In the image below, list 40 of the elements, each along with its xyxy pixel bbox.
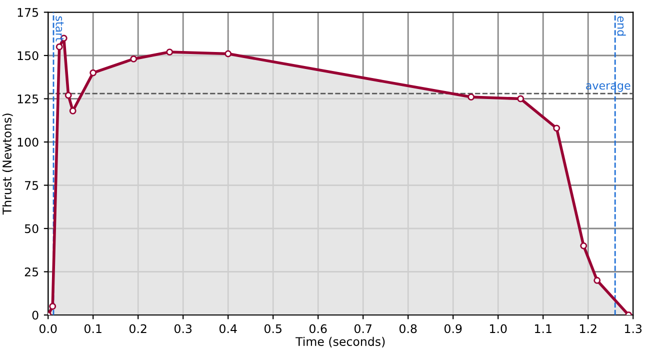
point (49, 302, 56, 310)
x-tick-label: 0.0 (39, 324, 57, 334)
x-tick-label: 0.4 (219, 324, 237, 334)
x-tick-label: 0.1 (84, 324, 102, 334)
x-tick-label: 1.2 (580, 324, 596, 333)
point (130, 55, 138, 62)
y-tick-label: 175 (18, 8, 38, 17)
point (90, 69, 97, 76)
x-tick-label: 0.7 (354, 324, 372, 334)
ref-line-label: end (617, 16, 626, 36)
x-tick-label: 0.5 (264, 324, 282, 334)
point (64, 92, 72, 99)
x-tick-label: 0.8 (399, 324, 417, 334)
x-tick-label: 1.3 (625, 324, 642, 334)
point (553, 124, 560, 132)
ref-line-label: average (586, 83, 630, 92)
point (517, 95, 524, 102)
y-tick-label: 100 (18, 138, 38, 147)
point (56, 43, 63, 50)
y-tick-label: 50 (24, 224, 38, 234)
point (468, 94, 475, 100)
y-tick-label: 125 (18, 94, 38, 104)
point (594, 276, 601, 284)
point (224, 50, 232, 58)
x-tick-label: 0.6 (309, 324, 327, 334)
x-tick-label: 1.1 (535, 324, 552, 333)
point (69, 107, 76, 114)
y-tick-label: 25 (24, 267, 38, 276)
y-tick-label: 0 (32, 310, 38, 320)
point (580, 242, 588, 250)
x-tick-label: 0.3 (174, 324, 192, 334)
y-tick-label: 75 (25, 181, 38, 190)
x-axis-title: Time (seconds) (296, 336, 385, 348)
y-tick-label: 150 (18, 51, 38, 60)
y-axis-title: Thrust (Newtons) (2, 114, 13, 215)
ref-line-label: start (56, 16, 64, 42)
x-tick-label: 0.9 (444, 324, 462, 334)
x-tick-label: 0.2 (129, 324, 146, 334)
point (166, 48, 174, 56)
x-tick-label: 1.0 (490, 324, 507, 334)
